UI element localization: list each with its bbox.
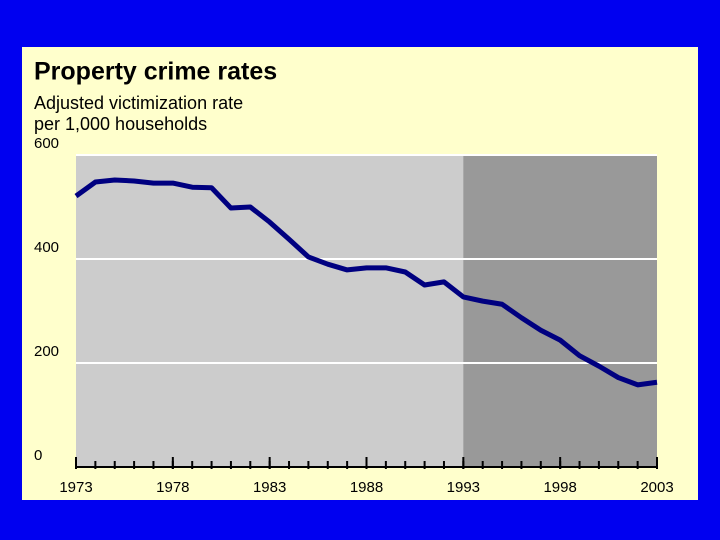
y-tick-label: 0 — [34, 447, 42, 464]
x-tick-label: 1978 — [156, 479, 189, 496]
x-tick-label: 1983 — [253, 479, 286, 496]
x-tick-label: 1993 — [447, 479, 480, 496]
data-line — [74, 177, 658, 388]
chart-title: Property crime rates — [34, 58, 277, 86]
subtitle: per 1,000 households — [34, 114, 207, 134]
x-tick-label: 1998 — [543, 479, 576, 496]
y-tick-label: 400 — [34, 239, 59, 256]
y-tick-label: 200 — [34, 343, 59, 360]
x-tick-label: 1988 — [350, 479, 383, 496]
subtitle: Adjusted victimization rate — [34, 93, 243, 113]
x-tick-label: 1973 — [59, 479, 92, 496]
y-tick-label: 600 — [34, 135, 59, 152]
shaded-region — [463, 155, 657, 467]
x-tick-label: 2003 — [640, 479, 673, 496]
